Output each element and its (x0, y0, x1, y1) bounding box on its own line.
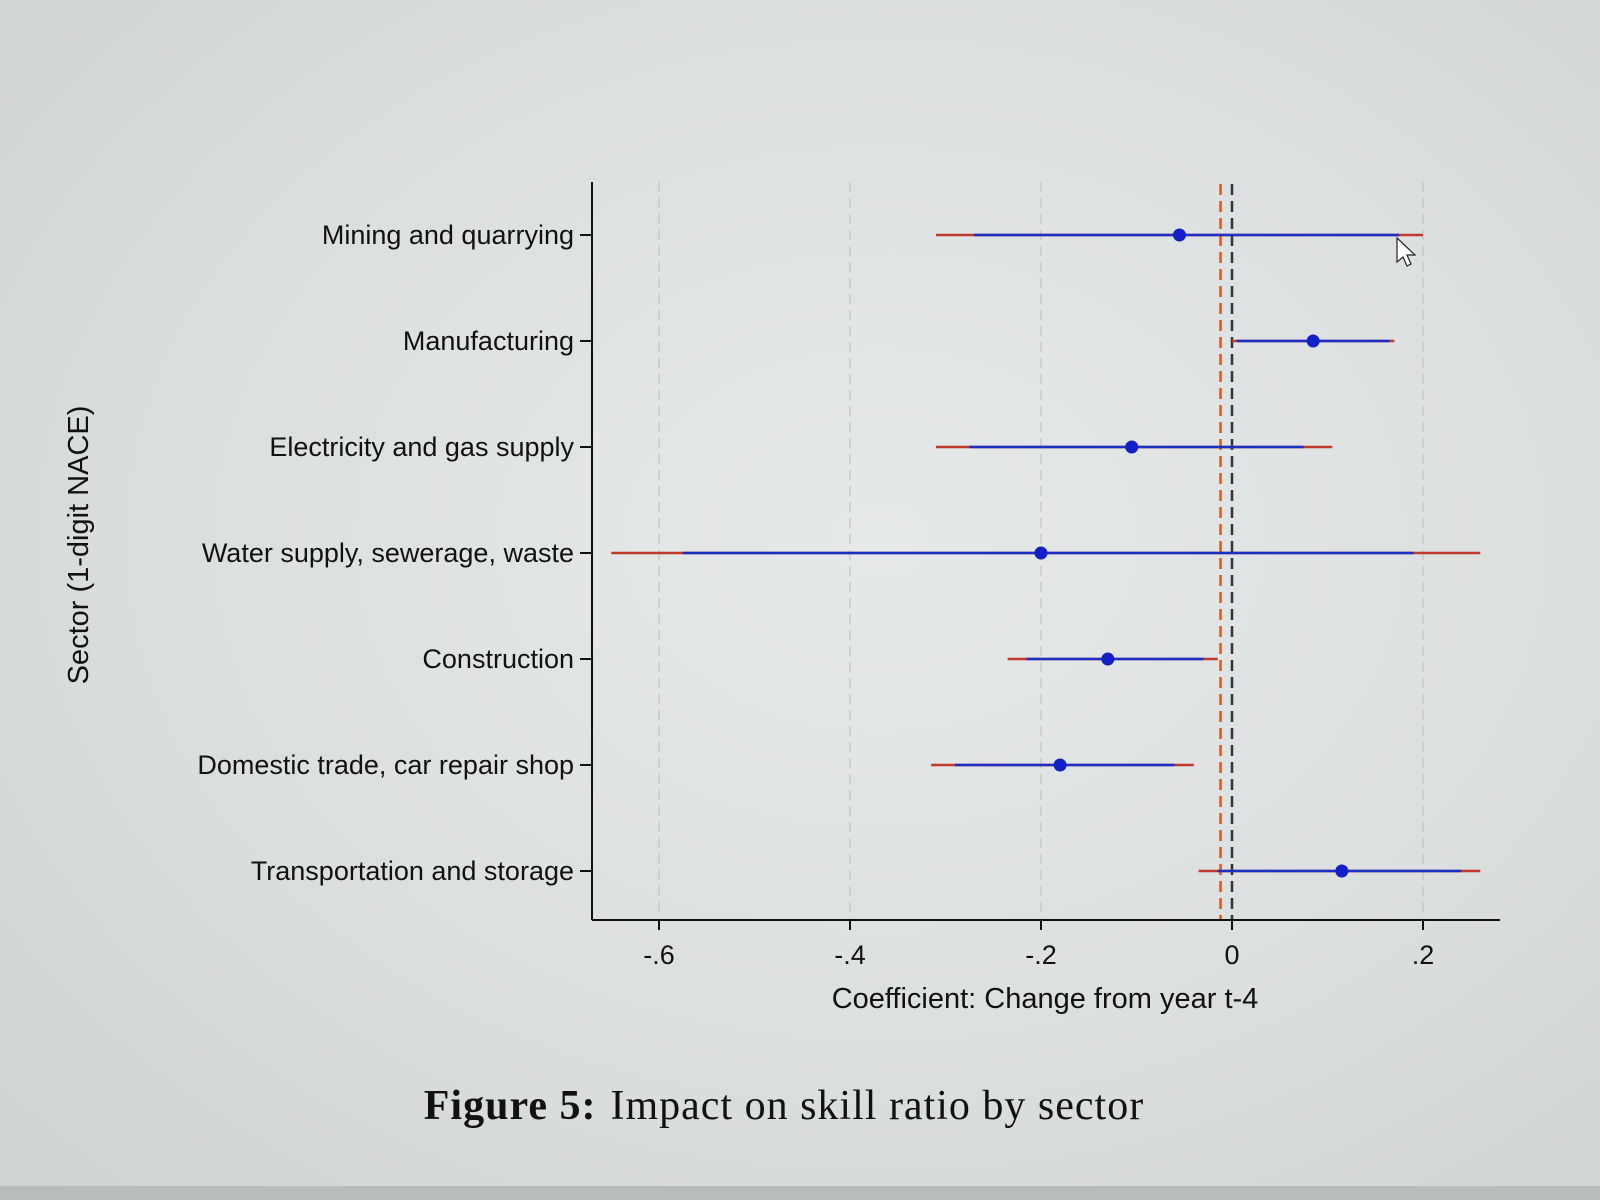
x-axis-title: Coefficient: Change from year t-4 (832, 983, 1259, 1015)
x-tick-label: 0 (1224, 940, 1239, 970)
x-tick-label: -.2 (1025, 940, 1057, 970)
mouse-pointer-icon (1396, 236, 1417, 267)
y-tick-label: Manufacturing (403, 326, 574, 356)
point-estimate (1101, 652, 1115, 666)
figure-caption-label: Figure 5: (423, 1083, 597, 1129)
point-estimate (1125, 440, 1139, 454)
y-tick-label: Domestic trade, car repair shop (197, 750, 574, 780)
point-estimate (1053, 758, 1067, 772)
figure-caption-text: Impact on skill ratio by sector (610, 1083, 1145, 1129)
y-tick-label: Mining and quarrying (322, 220, 574, 250)
tick-labels: -.6 -.4 -.2 0 .2 Mining and quarrying Manufact… (197, 220, 1434, 970)
y-tick-label: Transportation and storage (251, 856, 574, 886)
figure-caption: Figure 5: Impact on skill ratio by sector (0, 1082, 1568, 1130)
y-tick-label: Electricity and gas supply (269, 432, 574, 462)
point-estimate (1306, 334, 1320, 348)
y-axis-title: Sector (1-digit NACE) (63, 406, 95, 685)
y-tick-label: Water supply, sewerage, waste (202, 538, 574, 568)
screen-bottom-edge (0, 1186, 1600, 1200)
x-tick-label: .2 (1412, 940, 1435, 970)
point-estimate (1172, 228, 1186, 242)
y-tick-label: Construction (422, 644, 574, 674)
axes (580, 182, 1500, 930)
x-tick-label: -.6 (643, 940, 675, 970)
x-tick-label: -.4 (834, 940, 866, 970)
coefficient-plot: -.6 -.4 -.2 0 .2 Mining and quarrying Manufact… (63, 182, 1500, 1015)
point-estimate (1335, 864, 1349, 878)
chart-marks (611, 228, 1481, 878)
point-estimate (1034, 546, 1048, 560)
